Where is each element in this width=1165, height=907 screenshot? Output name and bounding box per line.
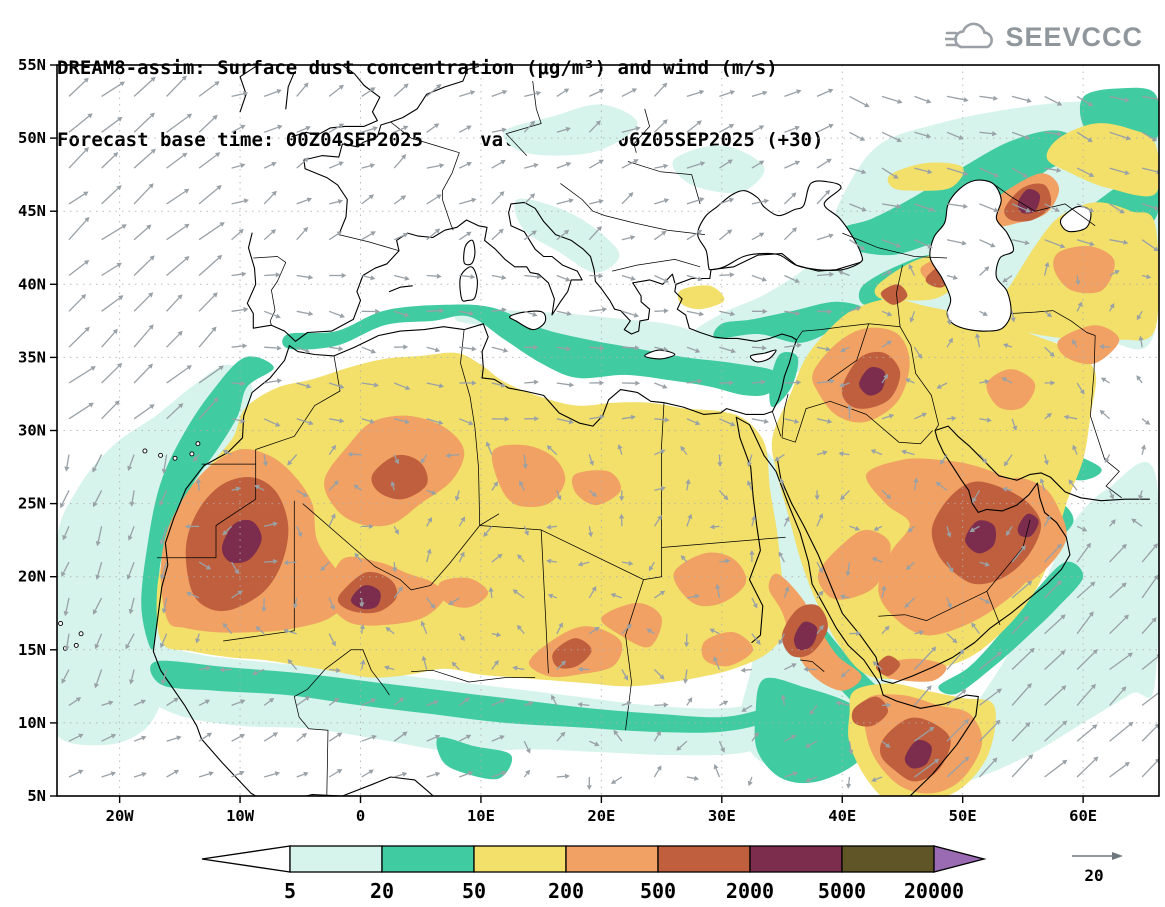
wind-arrows (60, 75, 1159, 790)
colorbar-box (841, 845, 935, 873)
y-tick-label: 55N (18, 56, 46, 74)
colorbar-left-arrow (201, 845, 291, 873)
colorbar-box (381, 845, 475, 873)
wind-reference-label: 20 (1084, 866, 1103, 885)
x-tick-label: 30E (708, 807, 736, 825)
x-tick-label: 10E (467, 807, 495, 825)
colorbar-box (473, 845, 567, 873)
inland-seas (459, 179, 1092, 363)
colorbar-label: 5000 (818, 879, 866, 903)
colorbar-box (657, 845, 751, 873)
colorbar-box (565, 845, 659, 873)
gridlines (57, 65, 1159, 796)
axis-labels: 20W 10W 0 10E 20E 30E 40E 50E 60E 5N 10N 15N 20N 25N 3… (18, 56, 1097, 825)
y-tick-label: 30N (18, 422, 46, 440)
island-dots (58, 441, 201, 651)
x-tick-label: 50E (949, 807, 977, 825)
y-tick-label: 45N (18, 202, 46, 220)
colorbar-box (749, 845, 843, 873)
colorbar-box (289, 845, 383, 873)
country-borders (157, 81, 1122, 796)
y-tick-label: 40N (18, 275, 46, 293)
colorbar-label: 200 (548, 879, 584, 903)
colorbar-label: 20000 (904, 879, 964, 903)
colorbar-label: 20 (370, 879, 394, 903)
x-tick-label: 20E (587, 807, 615, 825)
colorbar-label: 50 (462, 879, 486, 903)
x-tick-label: 20W (106, 807, 135, 825)
colorbar-right-arrow (933, 845, 987, 873)
x-tick-label: 40E (828, 807, 856, 825)
y-tick-label: 20N (18, 568, 46, 586)
colorbar-label: 500 (640, 879, 676, 903)
seevccc-logo: SEEVCCC (945, 20, 1143, 54)
logo-text: SEEVCCC (1005, 21, 1143, 52)
colorbar-label: 2000 (726, 879, 774, 903)
cloud-icon (945, 22, 994, 49)
colorbar-label: 5 (284, 879, 296, 903)
x-tick-label: 10W (226, 807, 255, 825)
x-tick-label: 60E (1069, 807, 1097, 825)
y-tick-label: 10N (18, 714, 46, 732)
y-tick-label: 15N (18, 641, 46, 659)
wind-reference: 20 (1072, 852, 1123, 885)
colorbar-legend: 5 20 50 200 500 2000 5000 20000 (201, 845, 987, 903)
coastlines (152, 65, 1150, 796)
map-layers (57, 65, 1159, 796)
y-tick-label: 25N (18, 495, 46, 513)
chart-title: DREAM8-assim: Surface dust concentration… (57, 57, 778, 79)
y-tick-label: 35N (18, 348, 46, 366)
y-tick-label: 5N (27, 787, 46, 805)
y-tick-label: 50N (18, 129, 46, 147)
x-tick-label: 0 (356, 807, 365, 825)
